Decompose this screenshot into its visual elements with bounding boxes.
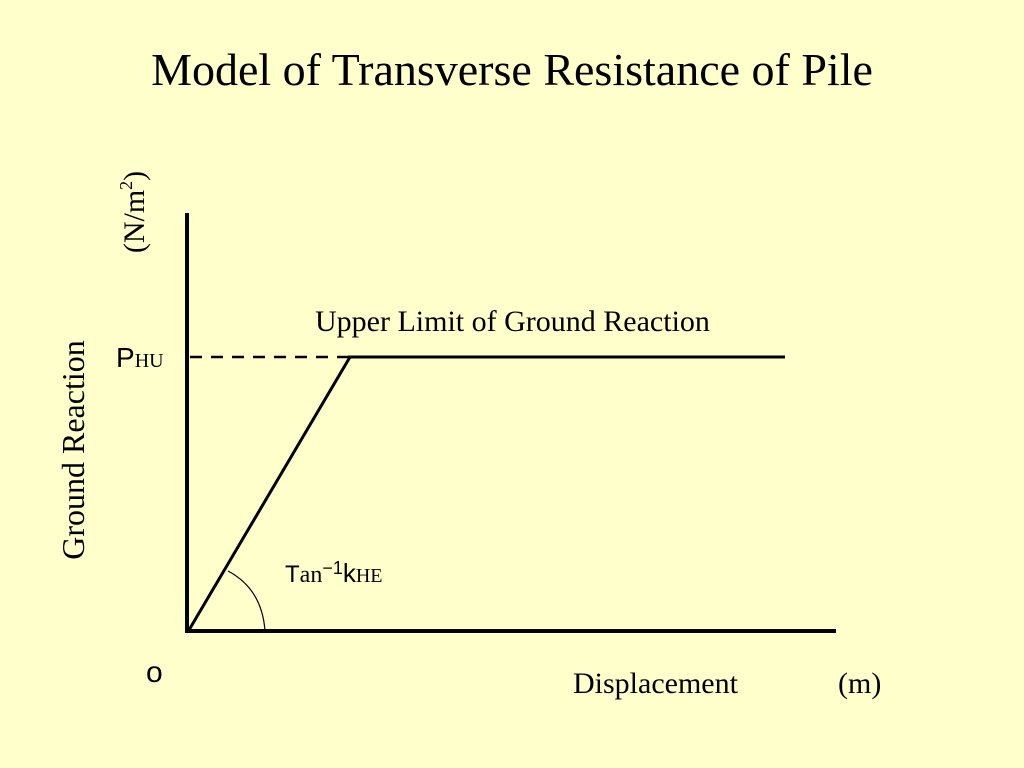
y-axis-unit-close: )	[118, 171, 151, 181]
y-axis-label: Ground Reaction	[55, 340, 91, 560]
x-axis-label: Displacement	[573, 667, 739, 700]
angle-arc	[227, 570, 266, 632]
phu-label: PHU	[116, 342, 164, 373]
slope-label-prefix: T	[285, 561, 300, 588]
origin-label: o	[146, 656, 163, 689]
elastic-slope-line	[187, 356, 352, 631]
phu-label-main: P	[116, 342, 135, 373]
slope-label-exp: −1	[322, 558, 343, 578]
slope-label-k: k	[343, 558, 357, 588]
y-axis-unit-sup: 2	[116, 181, 136, 190]
slope-label-sub: HE	[356, 565, 383, 587]
x-axis-unit: (m)	[838, 667, 881, 700]
phu-label-sub: HU	[135, 350, 164, 372]
y-axis-unit-text: (N/m	[118, 190, 151, 253]
slope-label-mid: an	[300, 562, 323, 588]
upper-limit-label: Upper Limit of Ground Reaction	[315, 305, 710, 338]
y-axis-unit: (N/m2)	[116, 171, 151, 253]
slope-label: Tan−1kHE	[285, 558, 383, 588]
slide-title: Model of Transverse Resistance of Pile	[151, 44, 873, 95]
